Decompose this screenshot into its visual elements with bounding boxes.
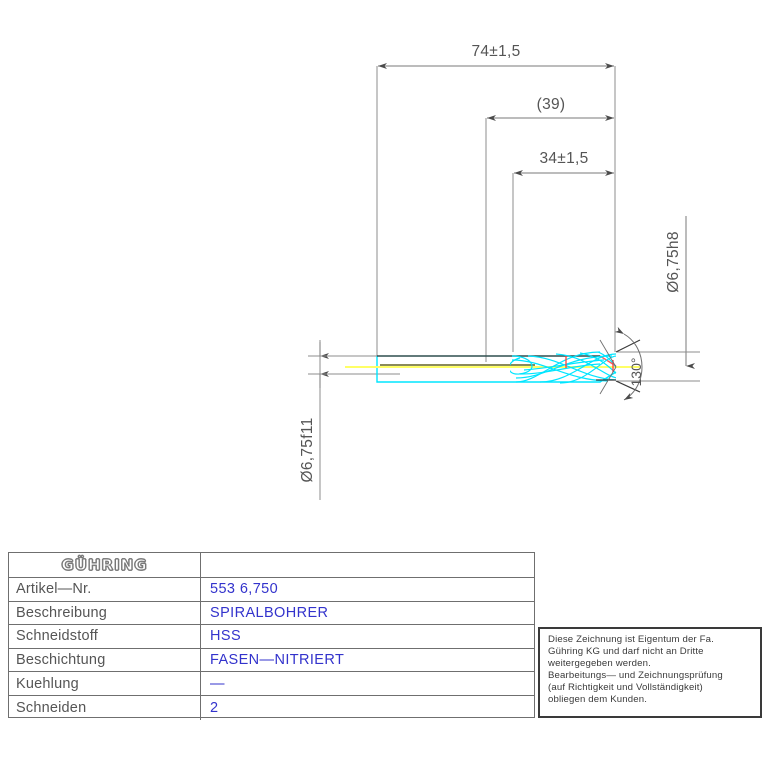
dim-text-body-diameter: Ø6,75f11	[299, 417, 316, 482]
copyright-line: weitergegeben werden.	[548, 657, 651, 669]
dim-text-shank-diameter: Ø6,75h8	[665, 231, 682, 293]
dim-text-flute-length: 34±1,5	[539, 150, 588, 167]
logo-cell: GÜHRING	[9, 553, 201, 577]
table-row: Beschreibung SPIRALBOHRER	[9, 601, 534, 626]
shank-diameter-dimension: Ø6,75h8	[617, 216, 700, 382]
dim-text-point-angle: 130°	[628, 358, 644, 387]
body-diameter-dimension: Ø6,75f11	[299, 340, 400, 500]
copyright-line: obliegen dem Kunden.	[548, 693, 648, 705]
table-row: Schneidstoff HSS	[9, 625, 534, 649]
row-value-artikel-nr: 553 6,750	[210, 581, 279, 598]
row-label-kuehlung: Kuehlung	[9, 672, 201, 695]
table-row: Beschichtung FASEN—NITRIERT	[9, 648, 534, 673]
dim-text-overall-length: 74±1,5	[471, 43, 520, 60]
logo-row-spacer	[201, 553, 534, 577]
row-label-beschreibung: Beschreibung	[9, 601, 201, 625]
table-row: Artikel—Nr. 553 6,750	[9, 578, 534, 602]
extension-lines	[376, 66, 616, 362]
point-angle-dimension: 130°	[599, 326, 644, 401]
copyright-line: Diese Zeichnung ist Eigentum der Fa.	[548, 634, 714, 645]
title-block-logo-row: GÜHRING	[9, 553, 534, 578]
table-row: Schneiden 2	[9, 695, 534, 720]
copyright-note-box: Diese Zeichnung ist Eigentum der Fa. Güh…	[538, 627, 762, 718]
guehring-logo: GÜHRING	[61, 556, 148, 575]
row-label-artikel-nr: Artikel—Nr.	[9, 578, 201, 601]
row-value-beschichtung: FASEN—NITRIERT	[210, 652, 345, 669]
horizontal-dimension-lines	[378, 63, 614, 176]
dim-text-reference-length: (39)	[537, 96, 566, 113]
row-value-schneiden: 2	[210, 699, 219, 716]
row-label-beschichtung: Beschichtung	[9, 648, 201, 672]
copyright-line: Gühring KG und darf nicht an Dritte	[548, 645, 704, 657]
row-label-schneidstoff: Schneidstoff	[9, 625, 201, 648]
table-row: Kuehlung —	[9, 672, 534, 696]
row-label-schneiden: Schneiden	[9, 695, 201, 720]
row-value-beschreibung: SPIRALBOHRER	[210, 604, 329, 621]
copyright-line: Bearbeitungs— und Zeichnungsprüfung	[548, 669, 723, 681]
row-value-kuehlung: —	[210, 675, 225, 692]
title-block-table: GÜHRING Artikel—Nr. 553 6,750 Beschreibu…	[8, 552, 535, 720]
drill-flutes	[510, 351, 616, 384]
copyright-line: (auf Richtigkeit und Vollständigkeit)	[548, 681, 703, 693]
row-value-schneidstoff: HSS	[210, 628, 242, 645]
